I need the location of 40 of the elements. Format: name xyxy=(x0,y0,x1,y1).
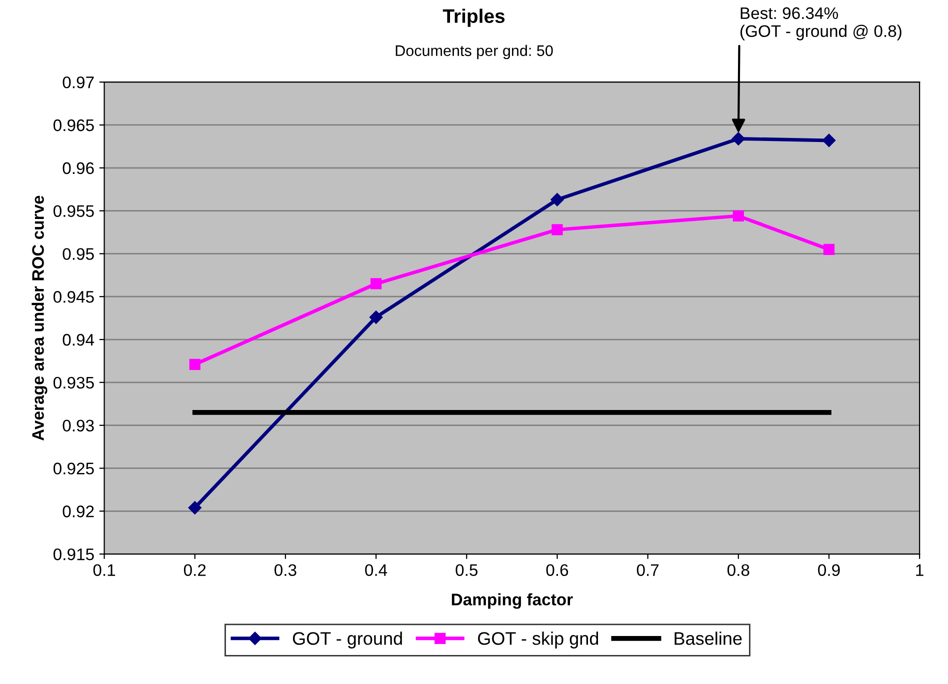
x-tick-label: 0.1 xyxy=(93,564,116,576)
legend-label: GOT - skip gnd xyxy=(478,632,598,648)
y-tick-label: 0.945 xyxy=(54,291,94,303)
y-tick-label: 0.925 xyxy=(54,462,94,474)
y-tick-label: 0.915 xyxy=(54,548,94,560)
annotation: Best: 96.34% (GOT - ground @ 0.8) xyxy=(740,7,902,40)
x-tick-label: 0.6 xyxy=(546,564,568,576)
y-tick-label: 0.965 xyxy=(54,119,94,132)
y-tick-label: 0.95 xyxy=(62,248,94,260)
point xyxy=(369,310,383,324)
x-tick-label: 0.8 xyxy=(727,564,750,576)
y-tick-label: 0.93 xyxy=(62,420,94,432)
x-tick-label: 1 xyxy=(916,564,924,576)
point xyxy=(732,132,745,146)
x-tick-label: 0.4 xyxy=(365,564,388,576)
legend-label: Baseline xyxy=(674,632,742,645)
y-tick-label: 0.955 xyxy=(54,205,94,217)
y-tick-label: 0.96 xyxy=(62,162,94,174)
y-tick-label: 0.97 xyxy=(62,76,94,88)
y-tick-label: 0.92 xyxy=(62,506,94,518)
x-tick-label: 0.9 xyxy=(818,564,840,576)
x-axis-title: Damping factor xyxy=(452,593,573,609)
point xyxy=(189,358,200,370)
x-tick-label: 0.2 xyxy=(184,564,206,576)
point xyxy=(550,193,564,206)
point xyxy=(822,134,836,148)
chart-subtitle: Documents per gnd: 50 xyxy=(396,44,553,60)
y-tick-label: 0.94 xyxy=(62,334,94,346)
point xyxy=(552,224,563,236)
x-tick-label: 0.3 xyxy=(274,564,296,576)
point xyxy=(188,501,202,514)
y-tick-label: 0.935 xyxy=(54,376,94,389)
x-tick-label: 0.7 xyxy=(636,564,659,576)
y-axis-title: Average area under ROC curve xyxy=(32,196,48,441)
point xyxy=(370,278,382,290)
x-tick-label: 0.5 xyxy=(456,564,478,576)
chart-title: Triples xyxy=(442,8,505,27)
legend-label: GOT - ground xyxy=(292,632,402,648)
point xyxy=(732,210,744,222)
point xyxy=(823,244,835,255)
